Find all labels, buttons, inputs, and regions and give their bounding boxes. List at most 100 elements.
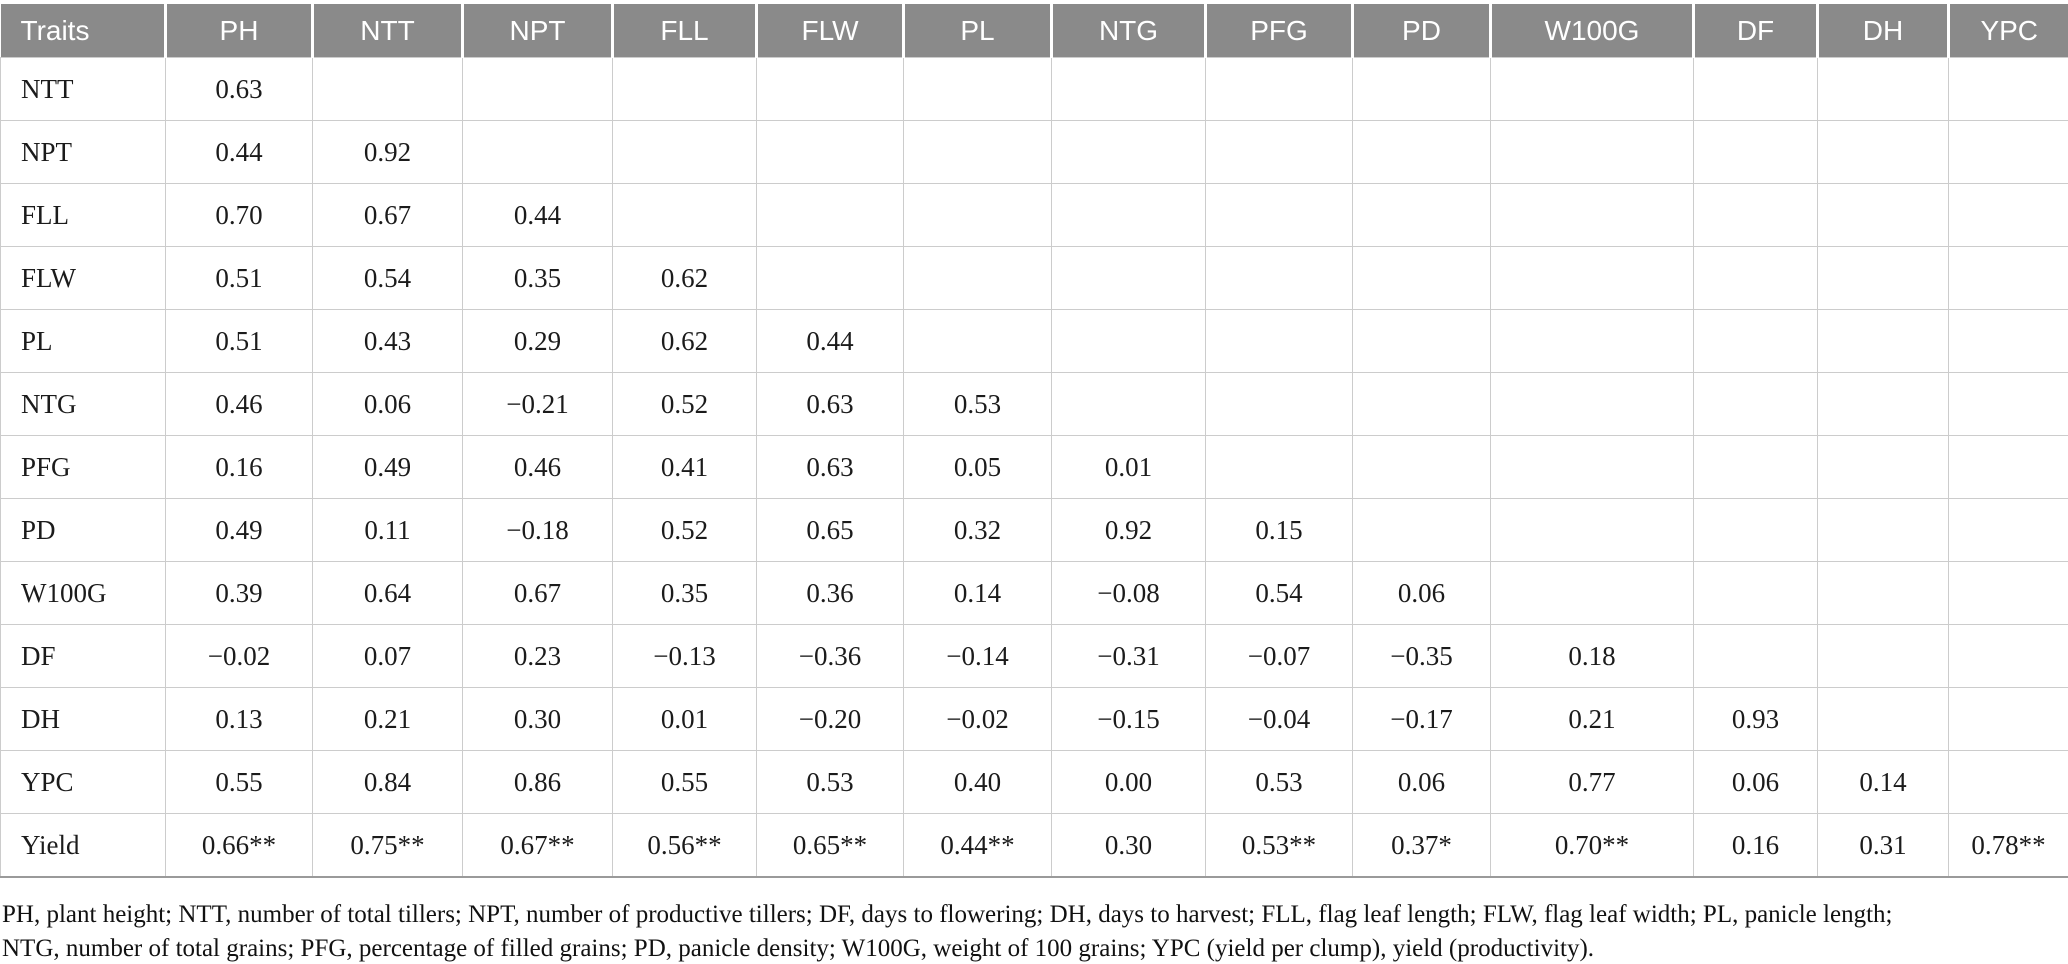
table-cell: 0.53 [1205,750,1353,814]
table-cell [1693,57,1818,121]
table-cell: 0.21 [312,687,463,751]
table-cell: −0.20 [756,687,904,751]
table-row: Yield 0.66** 0.75** 0.67** 0.56** 0.65** 0.44*… [0,813,2068,878]
table-row: FLL 0.70 0.67 0.44 [0,183,2068,247]
table-cell: 0.49 [312,435,463,499]
table-cell [1051,120,1206,184]
table-cell: 0.30 [1051,813,1206,878]
table-cell [1490,120,1694,184]
column-header-fll: FLL [612,4,758,58]
table-row: DF −0.02 0.07 0.23 −0.13 −0.36 −0.14 −0.31 −0.07… [0,624,2068,688]
table-row: PL 0.51 0.43 0.29 0.62 0.44 [0,309,2068,373]
row-label: PD [0,498,166,562]
column-header-dh: DH [1817,4,1950,58]
table-cell: 0.92 [1051,498,1206,562]
row-label: W100G [0,561,166,625]
row-label: DF [0,624,166,688]
footnote-line-2: NTG, number of total grains; PFG, percen… [2,935,1595,962]
table-cell [903,246,1052,310]
column-header-ypc: YPC [1948,4,2068,58]
table-cell [1948,246,2068,310]
table-cell [1693,120,1818,184]
table-cell [1948,687,2068,751]
table-cell [1948,57,2068,121]
table-cell [756,57,904,121]
table-row: W100G 0.39 0.64 0.67 0.35 0.36 0.14 −0.08 0.54 0.… [0,561,2068,625]
table-cell: 0.35 [462,246,613,310]
table-cell: 0.92 [312,120,463,184]
table-cell: −0.31 [1051,624,1206,688]
row-label: FLW [0,246,166,310]
table-cell: 0.66** [165,813,313,878]
table-cell: 0.63 [756,372,904,436]
table-cell: 0.67 [462,561,613,625]
table-cell: 0.55 [612,750,757,814]
table-cell: 0.16 [165,435,313,499]
table-cell [612,120,757,184]
table-cell: 0.75** [312,813,463,878]
table-cell [903,57,1052,121]
table-cell: −0.02 [165,624,313,688]
table-cell [1205,120,1353,184]
table-cell [1490,309,1694,373]
table-cell: 0.30 [462,687,613,751]
table-cell: 0.52 [612,498,757,562]
table-cell: 0.07 [312,624,463,688]
table-cell: −0.21 [462,372,613,436]
row-label: PFG [0,435,166,499]
table-cell: 0.32 [903,498,1052,562]
table-row: FLW 0.51 0.54 0.35 0.62 [0,246,2068,310]
table-cell [1817,435,1949,499]
row-label: DH [0,687,166,751]
table-cell [1693,246,1818,310]
table-cell: 0.62 [612,309,757,373]
table-cell [612,57,757,121]
row-label: FLL [0,183,166,247]
table-cell: −0.18 [462,498,613,562]
table-cell: 0.44 [756,309,904,373]
table-cell: −0.14 [903,624,1052,688]
table-row: YPC 0.55 0.84 0.86 0.55 0.53 0.40 0.00 0.53 0.06 0… [0,750,2068,814]
table-cell: 0.41 [612,435,757,499]
table-cell [1948,624,2068,688]
table-cell: 0.36 [756,561,904,625]
table-cell: −0.35 [1352,624,1491,688]
table-cell [903,120,1052,184]
table-cell: 0.39 [165,561,313,625]
table-cell [1205,183,1353,247]
table-cell: 0.56** [612,813,757,878]
table-cell: 0.11 [312,498,463,562]
table-cell: −0.04 [1205,687,1353,751]
table-cell: 0.15 [1205,498,1353,562]
row-label: NTT [0,57,166,121]
table-cell: 0.55 [165,750,313,814]
table-cell: 0.43 [312,309,463,373]
table-cell [1817,498,1949,562]
table-cell: −0.08 [1051,561,1206,625]
correlation-table: Traits PH NTT NPT FLL FLW PL NTG PFG PD W100G DF DH Y… [0,4,2068,878]
column-header-pfg: PFG [1205,4,1354,58]
table-cell: 0.84 [312,750,463,814]
table-cell [1352,435,1491,499]
table-cell [1352,120,1491,184]
table-cell [1051,372,1206,436]
table-cell: 0.06 [1693,750,1818,814]
table-cell: 0.23 [462,624,613,688]
table-cell [1948,750,2068,814]
column-header-pd: PD [1352,4,1492,58]
table-cell: 0.46 [165,372,313,436]
table-row: NTG 0.46 0.06 −0.21 0.52 0.63 0.53 [0,372,2068,436]
table-cell [1490,372,1694,436]
table-cell: 0.14 [1817,750,1949,814]
column-header-pl: PL [903,4,1053,58]
table-cell: 0.14 [903,561,1052,625]
table-cell [1205,435,1353,499]
table-cell: 0.01 [612,687,757,751]
footnote: PH, plant height; NTT, number of total t… [0,898,2068,964]
table-row: NPT 0.44 0.92 [0,120,2068,184]
table-cell [462,57,613,121]
table-cell [1817,309,1949,373]
table-cell: 0.62 [612,246,757,310]
table-cell [1205,372,1353,436]
table-cell: 0.54 [1205,561,1353,625]
